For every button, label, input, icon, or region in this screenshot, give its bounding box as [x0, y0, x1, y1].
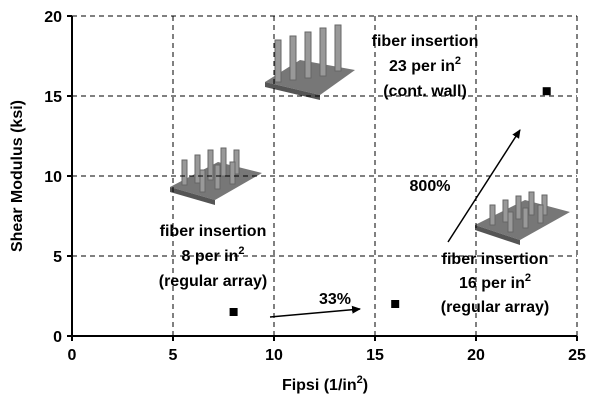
point: [229, 308, 238, 316]
y-tick-label: 0: [53, 329, 62, 346]
x-tick-label: 10: [265, 347, 283, 364]
annotation: 23 per in2: [389, 55, 461, 75]
annotation: fiber insertion: [160, 223, 267, 240]
annotation: 16 per in2: [459, 272, 531, 292]
cont-wall-illustration: [265, 24, 355, 100]
text-part: ): [363, 377, 368, 394]
x-tick-label: 25: [568, 347, 586, 364]
y-tick-label: 5: [53, 249, 62, 266]
regular-array-illustration: [475, 191, 570, 245]
x-tick-label: 0: [68, 347, 77, 364]
text-part: 8 per in: [181, 248, 238, 265]
annotation: (regular array): [159, 273, 268, 290]
arrow: [269, 305, 361, 318]
text-part: 16 per in: [459, 275, 525, 292]
y-axis-label: Shear Modulus (ksi): [9, 100, 26, 252]
annotation: 33%: [319, 291, 351, 308]
annotation: (regular array): [441, 299, 550, 316]
point: [391, 300, 400, 308]
annotation: fiber insertion: [372, 33, 479, 50]
superscript: 2: [357, 374, 363, 386]
annotation: (cont. wall): [383, 83, 467, 100]
x-tick-label: 20: [467, 347, 485, 364]
regular-array-illustration: [170, 147, 262, 205]
annotation: 8 per in2: [181, 245, 244, 265]
y-tick-label: 15: [44, 89, 62, 106]
x-axis-label: Fipsi (1/in2): [282, 374, 368, 394]
x-tick-label: 15: [366, 347, 384, 364]
superscript: 2: [455, 55, 461, 67]
text-part: 23 per in: [389, 58, 455, 75]
superscript: 2: [238, 245, 244, 257]
arrow: [447, 129, 521, 243]
y-tick-label: 20: [44, 9, 62, 26]
y-tick-label: 10: [44, 169, 62, 186]
annotation: 800%: [410, 178, 451, 195]
point: [542, 87, 551, 96]
x-tick-label: 5: [169, 347, 178, 364]
annotation: fiber insertion: [442, 251, 549, 268]
superscript: 2: [525, 272, 531, 284]
text-part: Fipsi (1/in: [282, 377, 357, 394]
